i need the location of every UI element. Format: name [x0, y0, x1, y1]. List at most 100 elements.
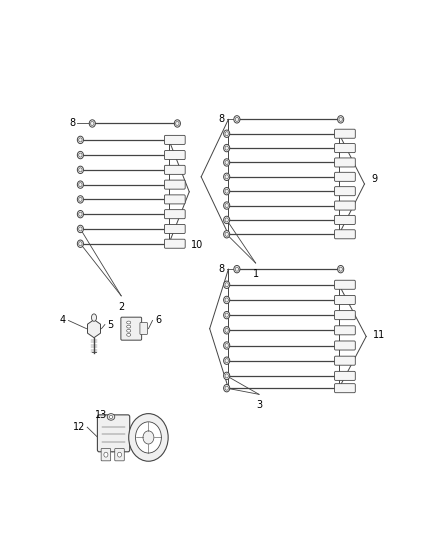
Ellipse shape [78, 138, 82, 142]
Text: 11: 11 [372, 330, 385, 340]
FancyBboxPatch shape [334, 215, 354, 224]
Ellipse shape [223, 173, 229, 181]
Circle shape [117, 452, 121, 457]
FancyBboxPatch shape [164, 165, 185, 174]
Ellipse shape [233, 265, 240, 273]
Ellipse shape [223, 216, 229, 224]
Text: 8: 8 [219, 115, 225, 124]
Text: 4: 4 [60, 316, 66, 326]
Ellipse shape [175, 122, 179, 125]
Ellipse shape [127, 321, 131, 324]
FancyBboxPatch shape [164, 195, 185, 204]
Ellipse shape [225, 189, 228, 193]
Ellipse shape [223, 372, 229, 379]
Ellipse shape [225, 204, 228, 207]
Ellipse shape [223, 357, 229, 365]
Ellipse shape [338, 117, 342, 122]
Ellipse shape [337, 116, 343, 123]
FancyBboxPatch shape [97, 415, 130, 452]
Ellipse shape [91, 314, 96, 321]
Ellipse shape [225, 282, 228, 287]
FancyBboxPatch shape [334, 172, 354, 181]
FancyBboxPatch shape [164, 135, 185, 144]
Ellipse shape [174, 120, 180, 127]
Ellipse shape [223, 296, 229, 304]
Ellipse shape [235, 117, 238, 122]
Text: 5: 5 [107, 320, 113, 329]
FancyBboxPatch shape [334, 311, 354, 320]
Ellipse shape [225, 343, 228, 348]
Ellipse shape [225, 160, 228, 165]
FancyBboxPatch shape [334, 326, 354, 335]
Ellipse shape [223, 311, 229, 319]
FancyBboxPatch shape [334, 230, 354, 239]
FancyBboxPatch shape [334, 201, 354, 210]
Text: 10: 10 [191, 239, 203, 249]
Ellipse shape [77, 196, 83, 203]
Ellipse shape [127, 329, 131, 332]
FancyBboxPatch shape [334, 341, 354, 350]
FancyBboxPatch shape [101, 448, 110, 461]
FancyBboxPatch shape [334, 372, 354, 381]
Ellipse shape [225, 386, 228, 390]
Ellipse shape [90, 122, 94, 125]
Circle shape [143, 431, 154, 444]
FancyBboxPatch shape [334, 384, 354, 393]
Ellipse shape [78, 212, 82, 216]
Ellipse shape [223, 384, 229, 392]
Ellipse shape [77, 240, 83, 247]
Ellipse shape [77, 225, 83, 232]
Ellipse shape [127, 325, 131, 328]
Ellipse shape [77, 136, 83, 143]
Ellipse shape [77, 181, 83, 188]
FancyBboxPatch shape [334, 143, 354, 152]
FancyBboxPatch shape [164, 150, 185, 159]
FancyBboxPatch shape [114, 448, 124, 461]
Ellipse shape [223, 342, 229, 349]
Ellipse shape [225, 328, 228, 333]
FancyBboxPatch shape [334, 295, 354, 304]
FancyBboxPatch shape [140, 322, 147, 334]
FancyBboxPatch shape [334, 158, 354, 167]
Ellipse shape [127, 334, 131, 336]
Ellipse shape [77, 211, 83, 218]
Ellipse shape [233, 116, 240, 123]
Ellipse shape [78, 197, 82, 201]
Ellipse shape [78, 227, 82, 231]
Ellipse shape [77, 166, 83, 174]
Ellipse shape [223, 231, 229, 238]
FancyBboxPatch shape [334, 187, 354, 196]
Ellipse shape [225, 359, 228, 363]
Ellipse shape [337, 265, 343, 273]
Circle shape [128, 414, 168, 461]
FancyBboxPatch shape [120, 317, 141, 340]
Ellipse shape [89, 120, 95, 127]
Ellipse shape [235, 267, 238, 271]
Ellipse shape [78, 153, 82, 157]
FancyBboxPatch shape [164, 224, 185, 233]
Ellipse shape [223, 202, 229, 209]
Ellipse shape [338, 267, 342, 271]
FancyBboxPatch shape [164, 209, 185, 219]
Ellipse shape [77, 151, 83, 159]
Ellipse shape [225, 313, 228, 317]
Ellipse shape [225, 232, 228, 236]
Ellipse shape [107, 414, 114, 420]
Ellipse shape [225, 374, 228, 378]
Ellipse shape [78, 241, 82, 246]
Ellipse shape [223, 159, 229, 166]
Text: 6: 6 [155, 316, 161, 326]
Ellipse shape [78, 168, 82, 172]
Ellipse shape [225, 218, 228, 222]
Ellipse shape [109, 415, 113, 418]
FancyBboxPatch shape [334, 356, 354, 365]
Ellipse shape [225, 298, 228, 302]
Ellipse shape [223, 130, 229, 138]
Ellipse shape [223, 281, 229, 288]
Text: 12: 12 [73, 422, 85, 432]
Ellipse shape [225, 146, 228, 150]
Ellipse shape [225, 175, 228, 179]
FancyBboxPatch shape [334, 129, 354, 138]
Ellipse shape [223, 144, 229, 152]
Text: 3: 3 [255, 400, 261, 410]
